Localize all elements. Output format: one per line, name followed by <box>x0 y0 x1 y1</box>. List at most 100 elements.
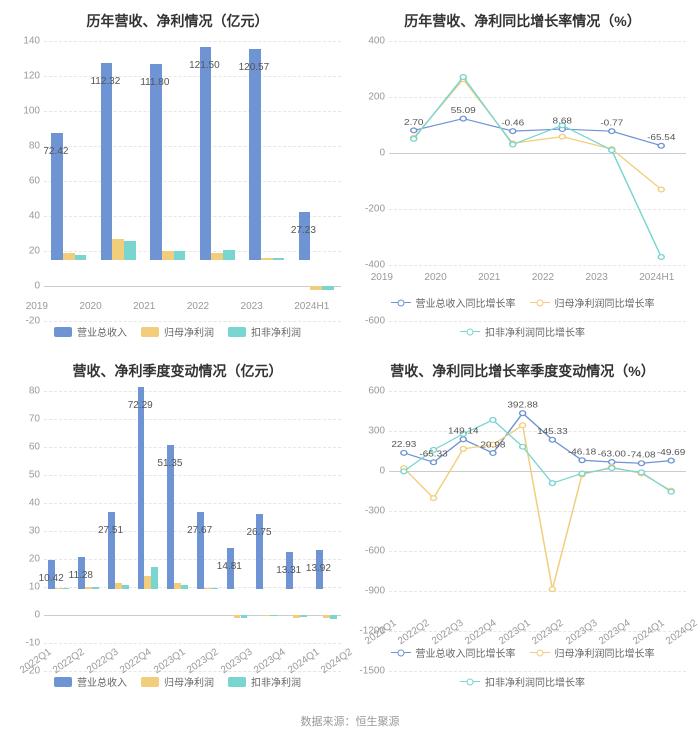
data-source-footer: 数据来源：恒生聚源 <box>0 695 700 729</box>
line-value-label: 20.98 <box>480 440 505 449</box>
line-value-label: 2.70 <box>404 118 423 127</box>
line-value-label: -0.46 <box>501 118 524 127</box>
bar-value-label: 72.29 <box>128 400 153 411</box>
line-value-label: 55.09 <box>451 106 476 115</box>
bar <box>62 588 69 589</box>
annual-growth-rate-chart: 历年营收、净利同比增长率情况（%） -600-400-20002004002.7… <box>355 5 690 345</box>
bar <box>181 585 188 589</box>
line-marker <box>609 129 615 134</box>
line-value-label: -65.33 <box>419 450 447 459</box>
bar <box>241 615 248 618</box>
line-marker <box>549 437 555 442</box>
line-marker <box>609 460 615 465</box>
bar <box>144 576 151 589</box>
bar <box>270 615 277 616</box>
bar-value-label: 27.51 <box>98 525 123 536</box>
bar <box>124 241 136 260</box>
line-marker <box>668 489 674 494</box>
legend-item: 扣非净利润 <box>228 674 301 689</box>
legend-item: 归母净利润同比增长率 <box>530 645 655 660</box>
bar <box>174 583 181 589</box>
chart4-xaxis: 2022Q12022Q22022Q32022Q42023Q12023Q22023… <box>355 616 690 635</box>
line-value-label: -74.08 <box>627 451 655 460</box>
legend-item: 扣非净利润同比增长率 <box>460 674 585 689</box>
line-marker <box>658 255 664 260</box>
bar-value-label: 111.80 <box>140 77 169 88</box>
legend-item: 营业总收入 <box>54 324 127 339</box>
bar <box>211 253 223 260</box>
bar <box>223 250 235 261</box>
legend-item: 营业总收入同比增长率 <box>391 295 516 310</box>
chart1-xaxis: 201920202021202220232024H1 <box>10 295 345 314</box>
line-value-label: -65.54 <box>647 133 675 142</box>
line-marker <box>460 116 466 121</box>
line-marker <box>431 460 437 465</box>
chart3-title: 营收、净利季度变动情况（亿元） <box>10 355 345 391</box>
bar-value-label: 26.75 <box>247 527 272 538</box>
chart1-title: 历年营收、净利情况（亿元） <box>10 5 345 41</box>
bar <box>256 514 263 589</box>
legend-item: 归母净利润同比增长率 <box>530 295 655 310</box>
bar <box>197 512 204 589</box>
bar-value-label: 121.50 <box>189 60 220 71</box>
bar <box>263 615 270 616</box>
line-marker <box>579 471 585 476</box>
line-value-label: 8.68 <box>553 116 572 125</box>
bar-value-label: 13.31 <box>276 565 301 576</box>
bar <box>150 64 162 260</box>
line-marker <box>638 470 644 475</box>
bar <box>122 585 129 589</box>
quarterly-revenue-profit-chart: 营收、净利季度变动情况（亿元） -20-10010203040506070801… <box>10 355 345 695</box>
bar-value-label: 72.42 <box>43 146 68 157</box>
bar <box>92 587 99 589</box>
annual-revenue-profit-chart: 历年营收、净利情况（亿元） -2002040608010012014072.42… <box>10 5 345 345</box>
bar-value-label: 27.23 <box>291 225 316 236</box>
line-marker <box>411 128 417 133</box>
chart2-title: 历年营收、净利同比增长率情况（%） <box>355 5 690 41</box>
line-marker <box>520 411 526 416</box>
bar <box>273 258 285 260</box>
bar-value-label: 27.67 <box>187 525 212 536</box>
legend-item: 扣非净利润同比增长率 <box>460 324 585 339</box>
line-marker <box>579 458 585 463</box>
line-marker <box>460 446 466 451</box>
line-marker <box>510 142 516 147</box>
line-marker <box>609 466 615 471</box>
chart2-legend: 营业总收入同比增长率归母净利润同比增长率扣非净利润同比增长率 <box>355 285 690 345</box>
bar-value-label: 112.32 <box>90 76 120 87</box>
line-value-label: 22.93 <box>391 440 416 449</box>
bar <box>115 583 122 589</box>
legend-item: 扣非净利润 <box>228 324 301 339</box>
line-series <box>414 77 662 257</box>
line-marker <box>559 134 565 139</box>
line-marker <box>520 423 526 428</box>
bar-value-label: 120.57 <box>239 62 270 73</box>
legend-item: 归母净利润 <box>141 324 214 339</box>
line-marker <box>638 461 644 466</box>
bar <box>204 588 211 589</box>
chart4-title: 营收、净利同比增长率季度变动情况（%） <box>355 355 690 391</box>
line-series <box>414 119 662 146</box>
bar <box>310 286 322 290</box>
line-marker <box>431 496 437 501</box>
line-marker <box>549 587 555 592</box>
bar <box>101 63 113 260</box>
bar-value-label: 13.92 <box>306 563 331 574</box>
line-marker <box>401 469 407 474</box>
chart1-legend: 营业总收入归母净利润扣非净利润 <box>10 314 345 345</box>
bar <box>138 387 145 589</box>
bar <box>63 253 75 260</box>
line-marker <box>658 143 664 148</box>
line-marker <box>411 136 417 141</box>
bar <box>293 615 300 618</box>
bar <box>211 588 218 589</box>
line-marker <box>520 444 526 449</box>
chart3-xaxis: 2022Q12022Q22022Q32022Q42023Q12023Q22023… <box>10 645 345 664</box>
line-value-label: 145.33 <box>537 427 568 436</box>
line-value-label: 149.14 <box>448 427 479 436</box>
line-marker <box>609 148 615 153</box>
bar <box>85 587 92 589</box>
line-marker <box>460 75 466 80</box>
quarterly-growth-rate-chart: 营收、净利同比增长率季度变动情况（%） -1500-1200-900-600-3… <box>355 355 690 695</box>
bar <box>75 255 87 260</box>
